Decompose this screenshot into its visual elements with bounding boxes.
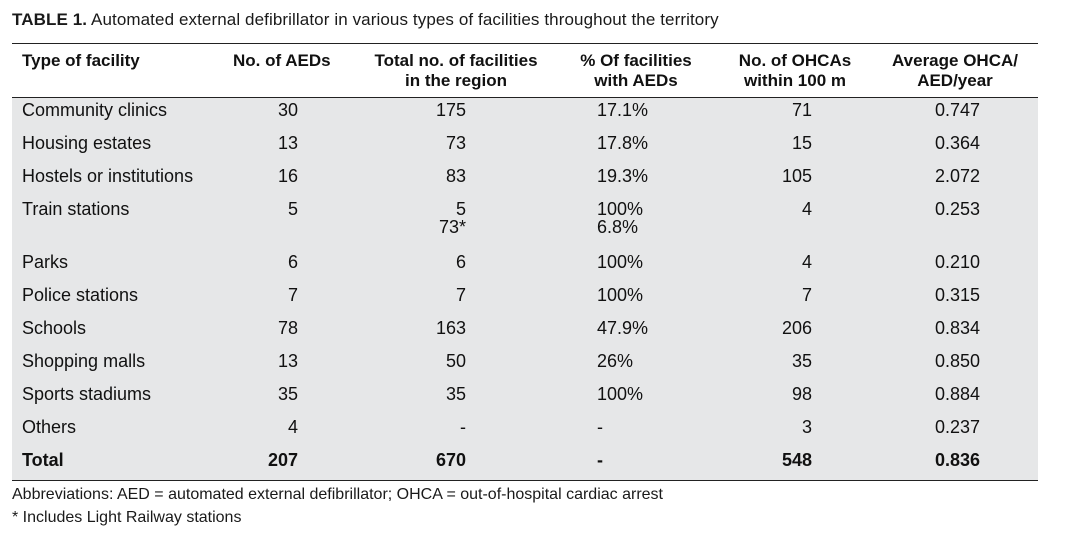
total-cell: Total [22, 450, 64, 470]
table-cell: Sports stadiums [22, 384, 152, 404]
table-cell: 71 [791, 100, 812, 120]
table-cell: Shopping malls [22, 351, 146, 371]
table-cell: 35 [791, 351, 812, 371]
table-row: Community clinics 30 175 17.1% 71 0.747 [12, 100, 1038, 133]
table-cell: Others [22, 417, 77, 437]
table-cell: 0.253 [934, 199, 980, 219]
table-body: Community clinics 30 175 17.1% 71 0.747 Housin… [12, 97, 1038, 481]
table-row: Sports stadiums 35 35 100% 98 0.884 [12, 384, 1038, 417]
table-cell: Parks [22, 252, 69, 272]
table-cell: 13 [277, 351, 298, 371]
total-cell: 0.836 [934, 450, 980, 470]
table-cell: 7 [801, 285, 812, 305]
total-cell: 670 [435, 450, 466, 470]
table-cell: 7 [287, 285, 298, 305]
table-cell: Housing estates [22, 133, 152, 153]
table-cell: 16 [277, 166, 298, 186]
header-type-of-facility: Type of facility [22, 51, 140, 70]
table-header: Type of facility No. of AEDs Total no. o… [12, 43, 1038, 97]
table-cell: 17.8% [597, 133, 649, 153]
table-cell: 0.210 [934, 252, 980, 272]
table-cell: 0.850 [934, 351, 980, 371]
table-cell: 6 [287, 252, 298, 272]
table-cell: Police stations [22, 285, 139, 305]
total-cell: - [597, 450, 603, 470]
table-cell: 2.072 [934, 166, 980, 186]
table-cell: Hostels or institutions [22, 166, 194, 186]
table-cell: 13 [277, 133, 298, 153]
table-cell: 35 [445, 384, 466, 404]
table-cell: 6 [455, 252, 466, 272]
caption-title: Automated external defibrillator in vari… [91, 10, 719, 29]
footnote-asterisk: * Includes Light Railway stations [12, 509, 242, 526]
total-cell: 207 [267, 450, 298, 470]
table-cell: 35 [277, 384, 298, 404]
table-cell: 19.3% [597, 166, 649, 186]
aed-table: Type of facility No. of AEDs Total no. o… [12, 43, 1038, 481]
table-cell: 0.237 [934, 417, 980, 437]
table-cell: 26% [597, 351, 634, 371]
table-cell: 100% [597, 252, 644, 272]
table-cell: 73* [438, 217, 466, 237]
table-cell: 206 [781, 318, 812, 338]
table-cell: 83 [445, 166, 466, 186]
total-cell: 548 [781, 450, 812, 470]
table-cell: 78 [277, 318, 298, 338]
header-no-of-aeds: No. of AEDs [233, 51, 331, 70]
table-cell: 0.884 [934, 384, 980, 404]
table-row: Schools 78 163 47.9% 206 0.834 [12, 318, 1038, 351]
table-cell: - [597, 417, 603, 437]
table-cell: 5 [287, 199, 298, 219]
table-row: Hostels or institutions 16 83 19.3% 105 2.072 [12, 166, 1038, 199]
table-cell: 100% [597, 384, 644, 404]
table-cell: 47.9% [597, 318, 649, 338]
table-row: 73* 6.8% [12, 217, 1038, 250]
table-cell: 0.747 [934, 100, 980, 120]
table-cell: 4 [801, 199, 812, 219]
table-cell: 5 [455, 199, 466, 219]
table-cell: 100% [597, 285, 644, 305]
table-caption: TABLE 1. Automated external defibrillato… [12, 10, 719, 30]
header-total-facilities: Total no. of facilities in the region [374, 51, 538, 90]
table-cell: 0.364 [934, 133, 980, 153]
table-cell: 0.315 [934, 285, 980, 305]
table-row: Parks 6 6 100% 4 0.210 [12, 252, 1038, 285]
header-percent-with-aeds: % Of facilities with AEDs [580, 51, 692, 90]
header-ohcas-within-100m: No. of OHCAs within 100 m [738, 51, 852, 90]
table-row-total: Total 207 670 - 548 0.836 [12, 450, 1038, 483]
table-cell: 4 [801, 252, 812, 272]
table-cell: 30 [277, 100, 298, 120]
table-cell: Train stations [22, 199, 130, 219]
table-row: Police stations 7 7 100% 7 0.315 [12, 285, 1038, 318]
table-cell: 50 [445, 351, 466, 371]
table-cell: 105 [781, 166, 812, 186]
caption-label: TABLE 1. [12, 10, 88, 29]
table-cell: Schools [22, 318, 87, 338]
table-cell: 0.834 [934, 318, 980, 338]
table-cell: 98 [791, 384, 812, 404]
table-row: Others 4 - - 3 0.237 [12, 417, 1038, 450]
table-cell: 4 [287, 417, 298, 437]
table-cell: 7 [455, 285, 466, 305]
footnote-abbreviations: Abbreviations: AED = automated external … [12, 486, 663, 503]
table-row: Train stations 5 5 100% 4 0.253 [12, 199, 1038, 232]
table-cell: 3 [801, 417, 812, 437]
table-cell: 6.8% [597, 217, 639, 237]
table-cell: Community clinics [22, 100, 168, 120]
table-row: Shopping malls 13 50 26% 35 0.850 [12, 351, 1038, 384]
table-cell: 163 [435, 318, 466, 338]
table-row: Housing estates 13 73 17.8% 15 0.364 [12, 133, 1038, 166]
table-cell: 15 [791, 133, 812, 153]
table-cell: 100% [597, 199, 644, 219]
table-cell: 73 [445, 133, 466, 153]
table-cell: 175 [435, 100, 466, 120]
table-cell: - [460, 417, 466, 437]
table-cell: 17.1% [597, 100, 649, 120]
header-average-ohca: Average OHCA/ AED/year [892, 51, 1018, 90]
